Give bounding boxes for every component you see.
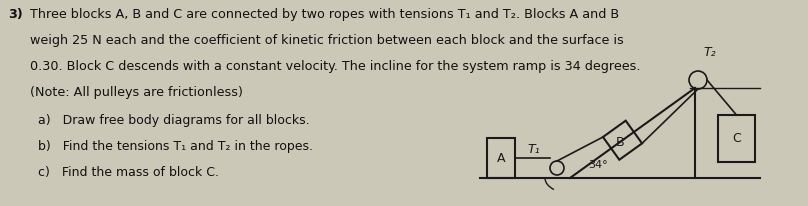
Text: weigh 25 N each and the coefficient of kinetic friction between each block and t: weigh 25 N each and the coefficient of k…	[30, 34, 624, 47]
Text: (Note: All pulleys are frictionless): (Note: All pulleys are frictionless)	[30, 86, 243, 99]
Text: a)   Draw free body diagrams for all blocks.: a) Draw free body diagrams for all block…	[38, 114, 309, 127]
Bar	[487, 138, 515, 178]
Text: Three blocks A, B and C are connected by two ropes with tensions T₁ and T₂. Bloc: Three blocks A, B and C are connected by…	[30, 8, 619, 21]
Text: 3): 3)	[8, 8, 23, 21]
Bar	[718, 115, 755, 162]
Text: 0.30. Block C descends with a constant velocity. The incline for the system ramp: 0.30. Block C descends with a constant v…	[30, 60, 641, 73]
Text: A: A	[497, 151, 505, 165]
Text: b)   Find the tensions T₁ and T₂ in the ropes.: b) Find the tensions T₁ and T₂ in the ro…	[38, 140, 313, 153]
Text: B: B	[617, 136, 625, 149]
Text: T₁: T₁	[527, 143, 540, 156]
Text: 34°: 34°	[588, 160, 608, 170]
Text: T₂: T₂	[703, 46, 716, 59]
Text: c)   Find the mass of block C.: c) Find the mass of block C.	[38, 166, 219, 179]
Text: C: C	[732, 132, 741, 145]
